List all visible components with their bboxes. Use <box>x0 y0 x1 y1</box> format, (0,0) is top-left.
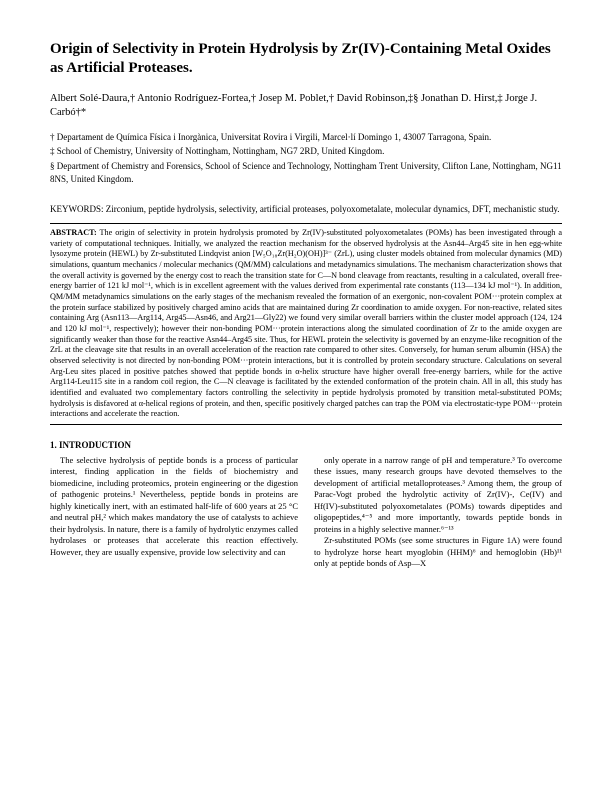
paper-title: Origin of Selectivity in Protein Hydroly… <box>50 40 562 78</box>
abstract-box: ABSTRACT: The origin of selectivity in p… <box>50 223 562 425</box>
affiliation-2: ‡ School of Chemistry, University of Not… <box>50 145 562 159</box>
column-left: The selective hydrolysis of peptide bond… <box>50 455 298 570</box>
affiliation-3: § Department of Chemistry and Forensics,… <box>50 160 562 187</box>
abstract-text: The origin of selectivity in protein hyd… <box>50 228 562 418</box>
author-list: Albert Solé-Daura,† Antonio Rodríguez-Fo… <box>50 92 562 121</box>
section-heading-introduction: 1. INTRODUCTION <box>50 439 562 451</box>
intro-paragraph-left: The selective hydrolysis of peptide bond… <box>50 455 298 558</box>
keywords-line: KEYWORDS: Zirconium, peptide hydrolysis,… <box>50 203 562 215</box>
intro-paragraph-right-2: Zr-substituted POMs (see some structures… <box>314 535 562 569</box>
two-column-body: The selective hydrolysis of peptide bond… <box>50 455 562 570</box>
affiliations-block: † Departament de Química Física i Inorgà… <box>50 131 562 187</box>
column-right: only operate in a narrow range of pH and… <box>314 455 562 570</box>
intro-paragraph-right-1: only operate in a narrow range of pH and… <box>314 455 562 535</box>
abstract-label: ABSTRACT: <box>50 228 97 237</box>
affiliation-1: † Departament de Química Física i Inorgà… <box>50 131 562 145</box>
